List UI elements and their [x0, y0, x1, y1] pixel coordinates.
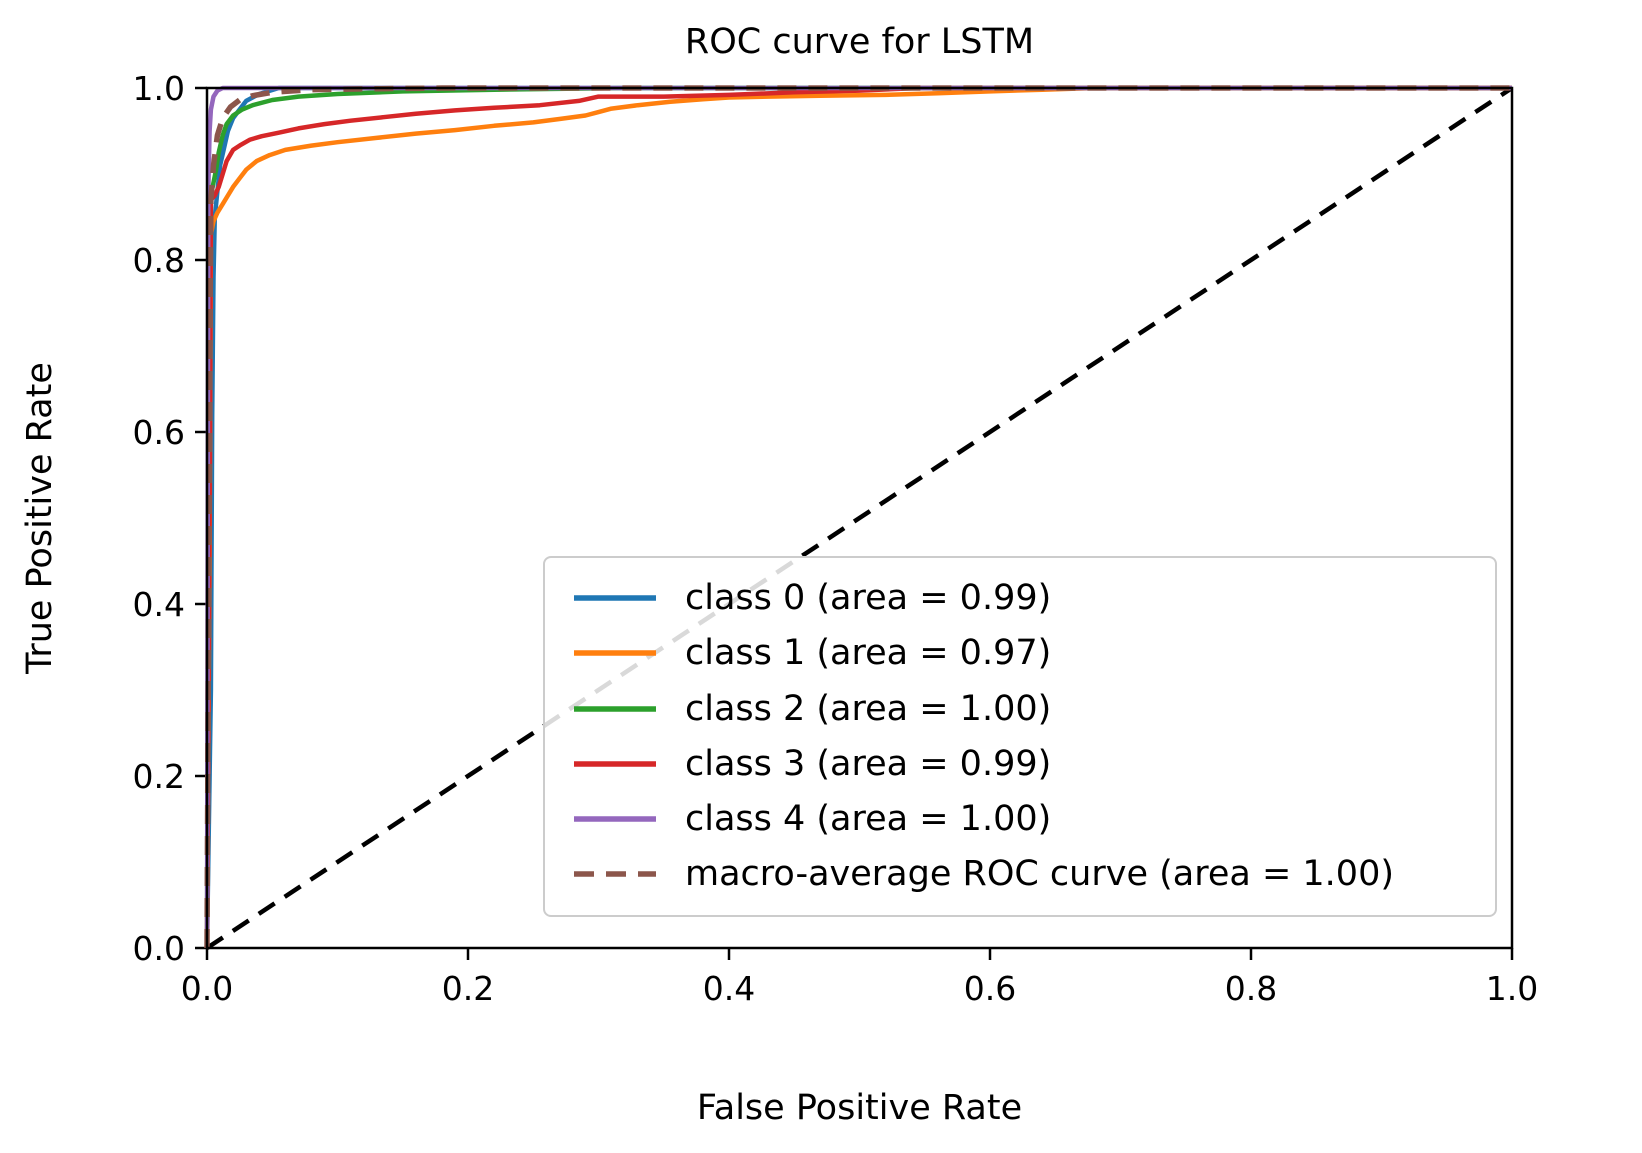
x-tick-label: 0.2 [442, 969, 494, 1008]
legend-line-sample-class-0 [574, 595, 656, 601]
legend-label: class 0 (area = 0.99) [685, 578, 1052, 618]
roc-curve-chance-diagonal [205, 86, 1514, 950]
axes-spines [205, 86, 1514, 950]
y-tick-label: 0.4 [133, 585, 185, 624]
y-tick-label: 1.0 [133, 69, 185, 108]
roc-curve-class-1 [204, 85, 1512, 949]
x-axis-label: False Positive Rate [696, 1088, 1023, 1128]
legend-line-sample-class-4 [574, 816, 656, 822]
legend-label: class 4 (area = 1.00) [685, 799, 1052, 839]
legend-label: macro-average ROC curve (area = 1.00) [685, 854, 1394, 895]
y-axis-label: True Positive Rate [20, 362, 60, 674]
legend-item-class-1: class 1 (area = 0.97) [571, 633, 1469, 673]
legend-item-macro-average: macro-average ROC curve (area = 1.00) [571, 854, 1469, 894]
legend-label: class 2 (area = 1.00) [685, 688, 1052, 729]
roc-curve-class-3 [204, 85, 1512, 949]
legend-line-sample-class-2 [574, 705, 656, 712]
legend-item-class-3: class 3 (area = 0.99) [571, 744, 1469, 784]
x-tick-label: 0.0 [181, 969, 233, 1008]
legend-line-sample-macro-average [574, 871, 656, 878]
x-tick-label: 1.0 [1486, 969, 1538, 1008]
y-tick-label: 0.8 [133, 241, 185, 280]
legend-line-sample-class-3 [574, 761, 656, 767]
y-tick-label: 0.2 [133, 757, 185, 796]
legend-label: class 3 (area = 0.99) [685, 743, 1052, 784]
legend-line-sample-class-1 [574, 650, 656, 657]
x-tick-label: 0.6 [964, 969, 1016, 1008]
legend-label: class 1 (area = 0.97) [685, 633, 1052, 674]
legend: class 0 (area = 0.99) class 1 (area = 0.9… [543, 556, 1497, 917]
y-tick-label: 0.6 [133, 413, 185, 452]
y-tick-label: 0.0 [133, 929, 185, 968]
chart-title: ROC curve for LSTM [684, 22, 1035, 62]
x-tick-label: 0.8 [1225, 969, 1277, 1008]
x-tick-label: 0.4 [703, 969, 755, 1008]
legend-item-class-0: class 0 (area = 0.99) [571, 578, 1469, 618]
legend-item-class-2: class 2 (area = 1.00) [571, 689, 1469, 729]
legend-item-class-4: class 4 (area = 1.00) [571, 799, 1469, 839]
